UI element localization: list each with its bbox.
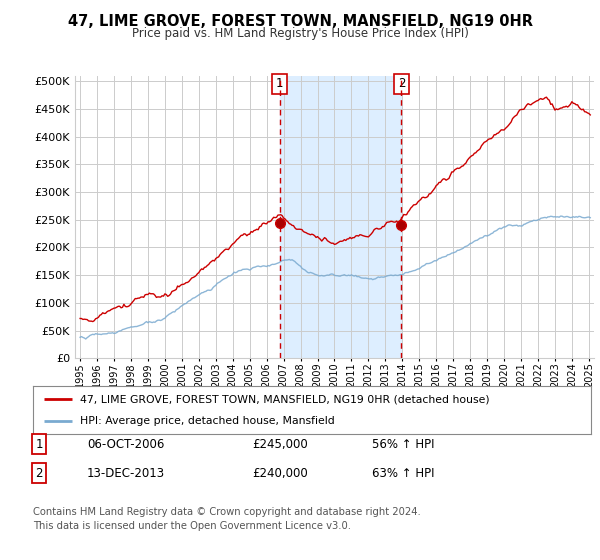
Text: HPI: Average price, detached house, Mansfield: HPI: Average price, detached house, Mans… [80, 416, 335, 426]
Text: Price paid vs. HM Land Registry's House Price Index (HPI): Price paid vs. HM Land Registry's House … [131, 27, 469, 40]
Text: 56% ↑ HPI: 56% ↑ HPI [372, 437, 434, 451]
Bar [280, 76, 401, 358]
Text: 47, LIME GROVE, FOREST TOWN, MANSFIELD, NG19 0HR: 47, LIME GROVE, FOREST TOWN, MANSFIELD, … [67, 14, 533, 29]
Text: £245,000: £245,000 [252, 437, 308, 451]
Text: 13-DEC-2013: 13-DEC-2013 [87, 466, 165, 480]
Text: 2: 2 [35, 466, 43, 480]
Text: Contains HM Land Registry data © Crown copyright and database right 2024.
This d: Contains HM Land Registry data © Crown c… [33, 507, 421, 531]
Text: 1: 1 [35, 437, 43, 451]
Text: 47, LIME GROVE, FOREST TOWN, MANSFIELD, NG19 0HR (detached house): 47, LIME GROVE, FOREST TOWN, MANSFIELD, … [80, 394, 490, 404]
Text: 1: 1 [276, 77, 283, 90]
Text: 06-OCT-2006: 06-OCT-2006 [87, 437, 164, 451]
Text: 63% ↑ HPI: 63% ↑ HPI [372, 466, 434, 480]
Text: £240,000: £240,000 [252, 466, 308, 480]
Text: 2: 2 [398, 77, 405, 90]
